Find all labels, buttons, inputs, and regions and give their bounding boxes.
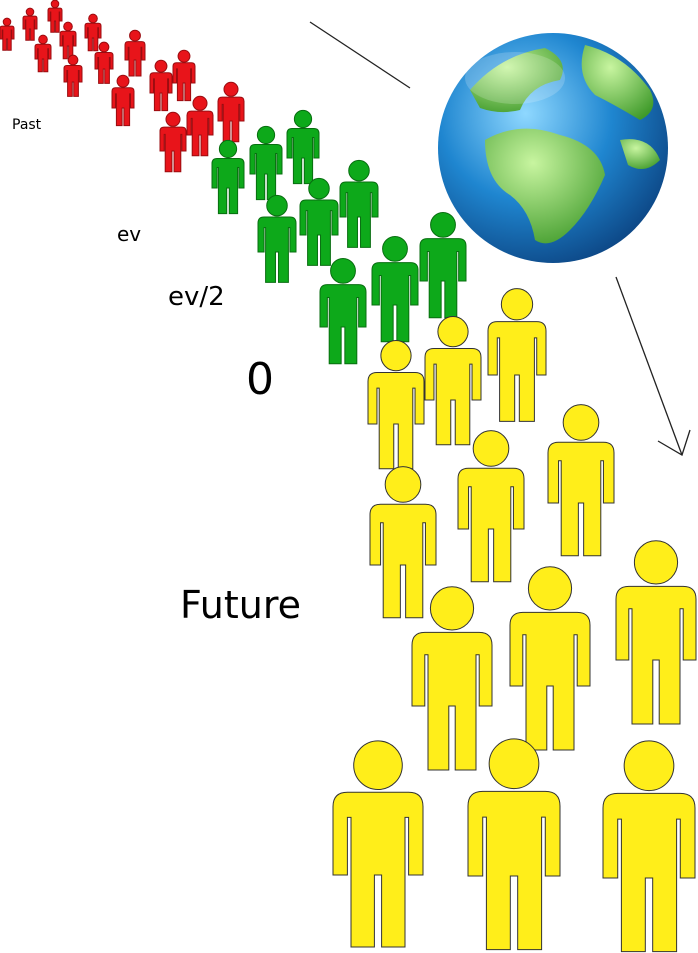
person-icon <box>211 139 245 215</box>
person-icon <box>47 0 63 33</box>
person-icon <box>286 109 320 185</box>
person-icon <box>0 17 15 51</box>
person-icon <box>159 111 187 173</box>
person-icon <box>249 125 283 201</box>
arrow-head <box>657 429 691 456</box>
person-icon <box>59 21 77 60</box>
globe <box>438 33 668 263</box>
person-icon <box>419 211 467 319</box>
person-icon <box>487 288 547 422</box>
person-icon <box>339 159 379 248</box>
person-icon <box>84 13 102 52</box>
person-icon <box>371 235 419 343</box>
person-icon <box>63 54 83 97</box>
person-icon <box>149 59 173 112</box>
zero-label: 0 <box>246 354 274 405</box>
arrow-line <box>615 276 683 456</box>
person-icon <box>319 257 367 365</box>
person-icon <box>299 177 339 266</box>
person-icon <box>111 74 135 127</box>
person-icon <box>124 29 146 77</box>
person-icon <box>602 740 696 953</box>
connector-line <box>309 21 411 89</box>
person-icon <box>424 316 482 446</box>
person-icon <box>411 586 493 771</box>
person-icon <box>172 49 196 102</box>
ev-label: ev <box>117 222 141 246</box>
person-icon <box>615 540 697 725</box>
person-icon <box>217 81 245 143</box>
future-label: Future <box>180 583 301 627</box>
past-label: Past <box>12 117 42 133</box>
ev-half-label: ev/2 <box>168 282 225 312</box>
person-icon <box>332 740 424 948</box>
person-icon <box>22 7 38 41</box>
person-icon <box>186 95 214 157</box>
person-icon <box>509 566 591 751</box>
person-icon <box>367 340 425 470</box>
person-icon <box>257 194 297 283</box>
person-icon <box>34 34 52 73</box>
person-icon <box>467 738 561 951</box>
person-icon <box>547 404 615 557</box>
person-icon <box>369 466 437 619</box>
person-icon <box>457 430 525 583</box>
